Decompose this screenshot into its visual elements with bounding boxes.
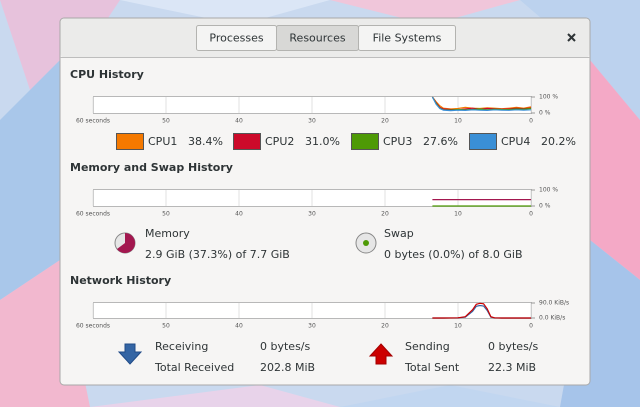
- network-total: 202.8 MiB: [260, 361, 315, 374]
- x-tick-label: 20: [381, 323, 389, 330]
- y-tick-label: 0 %: [539, 110, 551, 117]
- tab-label: File Systems: [373, 32, 442, 45]
- network-name: Receiving: [155, 340, 208, 353]
- network-total: 22.3 MiB: [488, 361, 536, 374]
- x-tick-label: 10: [454, 211, 462, 218]
- resource-detail: 2.9 GiB (37.3%) of 7.7 GiB: [145, 248, 290, 261]
- resource-detail: 0 bytes (0.0%) of 8.0 GiB: [384, 248, 523, 261]
- network-rate: 0 bytes/s: [260, 340, 311, 353]
- x-tick-label: 20: [381, 211, 389, 218]
- x-tick-label: 30: [308, 323, 316, 330]
- x-tick-label: 60 seconds: [76, 323, 110, 330]
- receiving-icon[interactable]: [117, 343, 143, 365]
- y-tick-label: 100 %: [539, 187, 558, 194]
- resource-name: Swap: [384, 227, 414, 240]
- y-tick-label: 100 %: [539, 94, 558, 101]
- tab-bar: Processes Resources File Systems: [196, 25, 456, 51]
- legend-swatch[interactable]: [351, 133, 379, 150]
- section-title: Network History: [70, 274, 171, 287]
- y-tick-label: 0 %: [539, 203, 551, 210]
- section-title: Memory and Swap History: [70, 161, 233, 174]
- y-tick-label: 0.0 KiB/s: [539, 315, 565, 322]
- series-line: [431, 96, 532, 112]
- legend-name: CPU3: [383, 135, 412, 148]
- x-tick-label: 10: [454, 118, 462, 125]
- resource-name: Memory: [145, 227, 190, 240]
- legend-value: 27.6%: [423, 135, 458, 148]
- x-tick-label: 60 seconds: [76, 211, 110, 218]
- legend-name: CPU4: [501, 135, 530, 148]
- x-tick-label: 40: [235, 118, 243, 125]
- legend-value: 20.2%: [541, 135, 576, 148]
- x-tick-label: 0: [529, 118, 533, 125]
- memory-icon-wedge: [117, 233, 136, 254]
- network-total-label: Total Sent: [404, 361, 460, 374]
- sending-icon[interactable]: [368, 343, 394, 365]
- x-tick-label: 50: [162, 118, 170, 125]
- legend-value: 38.4%: [188, 135, 223, 148]
- x-tick-label: 50: [162, 211, 170, 218]
- legend-swatch[interactable]: [233, 133, 261, 150]
- legend-swatch[interactable]: [116, 133, 144, 150]
- network-total-label: Total Received: [154, 361, 234, 374]
- section-title: CPU History: [70, 68, 144, 81]
- x-tick-label: 10: [454, 323, 462, 330]
- x-tick-label: 60 seconds: [76, 118, 110, 125]
- swap-icon-dot: [363, 240, 369, 246]
- y-tick-label: 90.0 KiB/s: [539, 300, 569, 307]
- legend-value: 31.0%: [305, 135, 340, 148]
- x-tick-label: 40: [235, 211, 243, 218]
- x-tick-label: 30: [308, 118, 316, 125]
- x-tick-label: 40: [235, 323, 243, 330]
- network-name: Sending: [405, 340, 450, 353]
- x-tick-label: 0: [529, 323, 533, 330]
- x-tick-label: 30: [308, 211, 316, 218]
- legend-name: CPU1: [148, 135, 177, 148]
- legend-name: CPU2: [265, 135, 294, 148]
- network-rate: 0 bytes/s: [488, 340, 539, 353]
- x-tick-label: 50: [162, 323, 170, 330]
- tab-label: Resources: [289, 32, 345, 45]
- close-button[interactable]: [567, 33, 576, 42]
- x-tick-label: 20: [381, 118, 389, 125]
- series-line: [432, 302, 531, 319]
- tab[interactable]: [358, 25, 456, 51]
- x-tick-label: 0: [529, 211, 533, 218]
- legend-swatch[interactable]: [469, 133, 497, 150]
- tab-label: Processes: [209, 32, 263, 45]
